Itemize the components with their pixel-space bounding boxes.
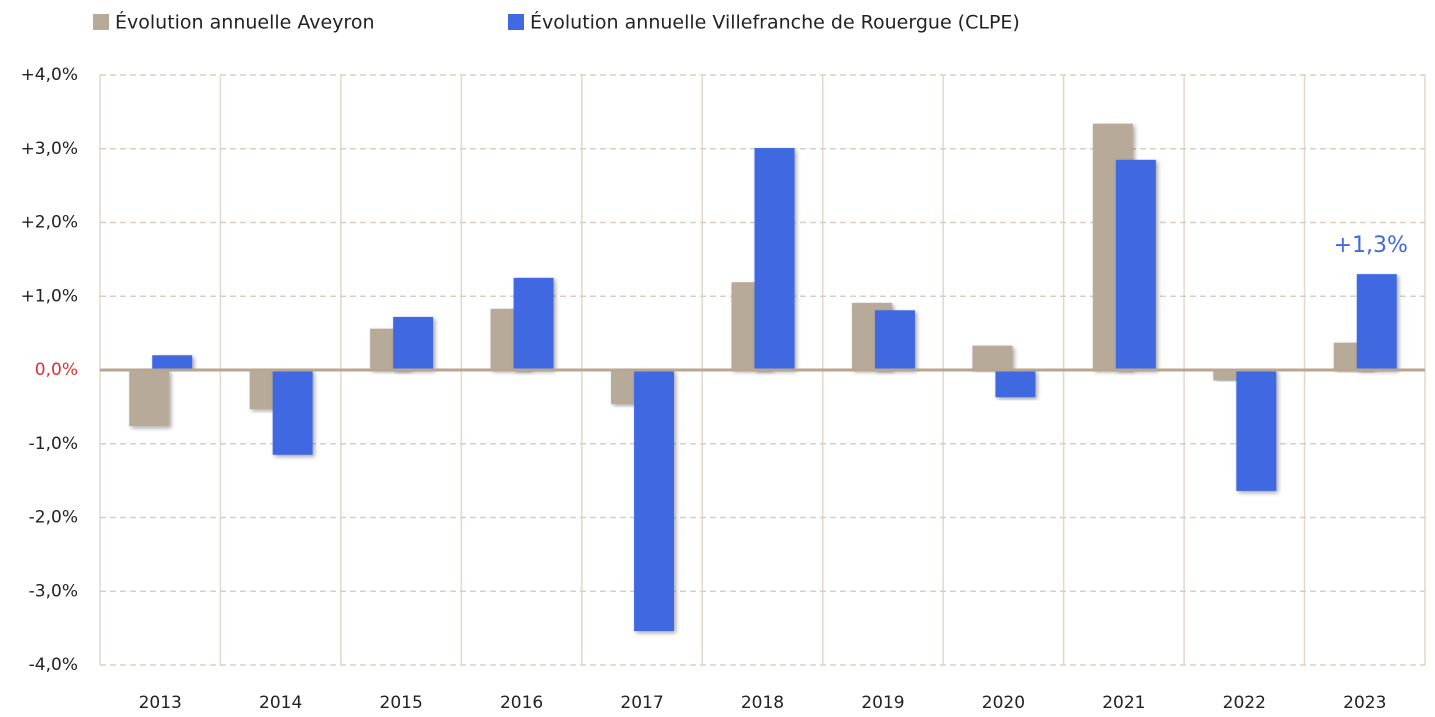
- bars: [129, 123, 1397, 632]
- x-tick-label: 2021: [1102, 693, 1145, 713]
- x-tick-label: 2015: [380, 693, 423, 713]
- y-tick-label: 0,0%: [35, 360, 78, 380]
- legend-swatch: [93, 14, 109, 30]
- y-tick-label: +3,0%: [21, 139, 78, 159]
- bar: [129, 370, 170, 427]
- bar: [754, 148, 795, 370]
- y-tick-label: -4,0%: [29, 655, 78, 675]
- x-tick-label: 2019: [861, 693, 904, 713]
- x-tick-label: 2020: [982, 693, 1025, 713]
- x-tick-label: 2022: [1223, 693, 1266, 713]
- bar: [393, 316, 434, 370]
- bar: [513, 277, 554, 370]
- x-tick-label: 2016: [500, 693, 543, 713]
- bar: [995, 370, 1036, 398]
- x-tick-label: 2018: [741, 693, 784, 713]
- labels: +4,0% +3,0% +2,0% +1,0% 0,0% -1,0% -2,0% -3,0% -…: [21, 11, 1408, 714]
- bar: [1236, 370, 1277, 491]
- x-tick-label: 2013: [139, 693, 182, 713]
- x-tick-label: 2023: [1343, 693, 1386, 713]
- y-tick-label: -1,0%: [29, 434, 78, 454]
- bar: [152, 355, 193, 370]
- y-tick-label: -2,0%: [29, 508, 78, 528]
- y-tick-label: +2,0%: [21, 213, 78, 233]
- bar: [272, 370, 313, 455]
- y-tick-label: -3,0%: [29, 581, 78, 601]
- x-tick-label: 2017: [620, 693, 663, 713]
- x-tick-label: 2014: [259, 693, 302, 713]
- y-tick-label: +4,0%: [21, 65, 78, 85]
- bar: [634, 370, 675, 632]
- bar: [874, 310, 915, 370]
- legend-label: Évolution annuelle Villefranche de Rouer…: [530, 11, 1020, 34]
- bar: [1213, 370, 1254, 381]
- y-tick-label: +1,0%: [21, 286, 78, 306]
- bar: [972, 345, 1013, 370]
- legend-label: Évolution annuelle Aveyron: [115, 11, 375, 34]
- bar: [1356, 274, 1397, 370]
- value-label: +1,3%: [1334, 233, 1408, 258]
- legend-swatch: [508, 14, 524, 30]
- bar: [1115, 159, 1156, 370]
